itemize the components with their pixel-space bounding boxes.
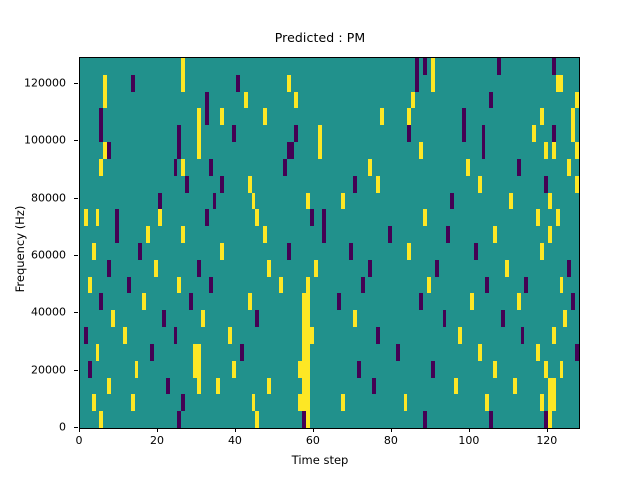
y-tick-mark: [74, 140, 78, 142]
y-tick-mark: [74, 254, 78, 256]
x-tick-mark: [546, 428, 548, 432]
y-tick-mark: [74, 312, 78, 314]
x-tick-mark: [468, 428, 470, 432]
y-tick-mark: [74, 369, 78, 371]
y-tick-mark: [74, 82, 78, 84]
x-tick-mark: [79, 428, 80, 432]
x-tick-label: 120: [536, 434, 558, 447]
y-tick-label: 100000: [24, 133, 66, 147]
x-axis-label: Time step: [291, 453, 349, 467]
x-tick-mark: [234, 428, 236, 432]
y-tick-mark: [74, 427, 78, 428]
x-tick-label: 100: [458, 434, 480, 447]
y-tick-label: 40000: [31, 305, 66, 319]
y-axis-label: Frequency (Hz): [13, 205, 27, 293]
y-tick-label: 0: [59, 420, 66, 434]
x-tick-label: 20: [149, 434, 164, 447]
y-tick-label: 80000: [31, 191, 66, 205]
y-tick-mark: [74, 197, 78, 199]
x-tick-label: 40: [227, 434, 242, 447]
chart-title: Predicted : PM: [274, 30, 366, 45]
x-tick-label: 80: [383, 434, 398, 447]
y-tick-label: 120000: [24, 76, 66, 90]
x-tick-mark: [156, 428, 158, 432]
x-tick-label: 60: [305, 434, 320, 447]
heatmap-grid: [80, 58, 579, 428]
x-tick-mark: [390, 428, 392, 432]
y-tick-label: 20000: [31, 363, 66, 377]
heatmap-axes: [79, 57, 580, 429]
y-tick-label: 60000: [31, 248, 66, 262]
x-tick-label: 0: [75, 434, 83, 447]
x-tick-mark: [312, 428, 314, 432]
